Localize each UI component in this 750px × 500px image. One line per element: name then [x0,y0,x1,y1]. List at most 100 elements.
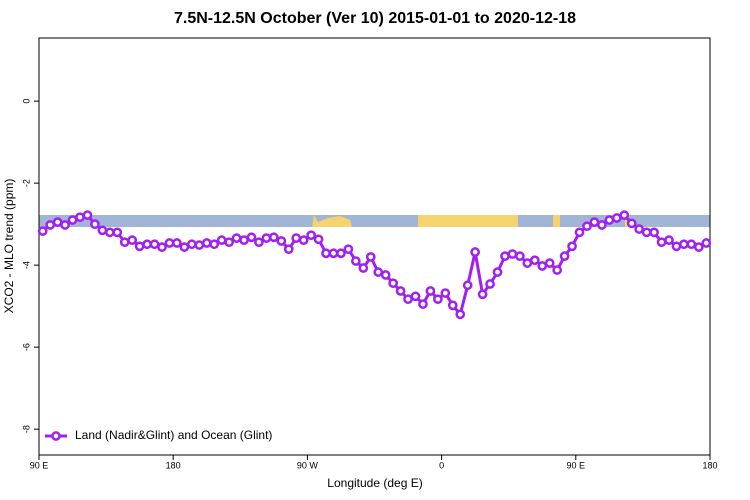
data-point [693,242,704,252]
x-tick-label: 90 E [567,460,586,470]
data-point [60,220,70,230]
data-point [410,291,421,302]
data-point [328,248,339,259]
data-point [537,261,548,271]
legend-item: Land (Nadir&Glint) and Ocean (Glint) [45,428,272,442]
data-point [343,244,354,255]
data-point [373,267,384,277]
data-point [306,230,316,241]
data-point [298,235,309,245]
data-point [492,267,503,277]
data-point [515,251,525,261]
y-tick-label: -6 [21,343,31,351]
x-axis-label: Longitude (deg E) [327,476,422,490]
data-point [97,225,108,236]
data-point [656,237,667,248]
data-point [239,235,249,245]
data-point [164,238,175,248]
data-point [634,224,645,234]
data-point [380,270,391,280]
data-point [67,215,78,225]
data-point [201,238,212,248]
data-point [604,215,615,225]
data-point [574,227,585,238]
data-point [500,251,510,261]
data-point [246,232,257,243]
y-axis-label: XCO2 - MLO trend (ppm) [2,179,16,314]
data-point [119,237,130,248]
data-point [455,309,466,320]
land-band [553,215,560,227]
data-point [149,239,160,250]
land-band [418,215,518,227]
data-point [134,241,145,252]
data-point [365,252,376,262]
data-point [104,227,115,238]
data-point [313,234,324,245]
data-point [82,210,93,220]
data-point [433,294,443,305]
data-point [418,299,428,309]
data-point [619,210,630,220]
data-point [254,237,264,248]
data-point [321,248,331,259]
data-point [395,286,406,296]
y-tick-label: -4 [21,261,31,269]
data-point [641,227,652,238]
data-point [283,244,294,255]
data-point [507,249,518,259]
ocean-band [39,215,710,227]
x-tick-label: 180 [166,460,181,470]
data-point [45,220,56,230]
data-point [597,220,607,230]
data-point [388,278,398,289]
data-point [179,242,190,252]
data-point [470,247,480,257]
data-point [291,233,302,243]
data-point [544,258,555,268]
data-point [649,227,659,238]
data-point [447,300,458,311]
x-tick-label: 90 W [297,460,319,470]
plot-frame [38,37,711,456]
data-point [336,248,346,259]
y-tick-label: -8 [21,425,31,433]
data-line [41,213,707,318]
data-point [611,213,622,223]
data-point [552,265,563,275]
data-point [671,241,682,252]
data-point [209,239,220,250]
data-point [269,232,279,243]
data-point [127,235,138,245]
data-point [157,242,167,252]
data-point [582,221,592,232]
data-point [52,217,63,227]
x-tick-label: 180 [702,460,717,470]
data-point [477,289,488,300]
data-point [276,236,287,246]
data-point [403,294,413,305]
data-point [194,240,205,250]
data-point [567,241,577,252]
data-point [626,218,637,229]
data-point [485,279,495,289]
legend-label: Land (Nadir&Glint) and Ocean (Glint) [75,428,272,442]
data-point [112,227,123,238]
data-point [90,219,100,230]
legend-marker [51,431,61,441]
data-point [216,235,227,245]
x-tick-label: 0 [439,460,444,470]
x-tick-label: 90 E [30,460,49,470]
chart-title: 7.5N-12.5N October (Ver 10) 2015-01-01 t… [174,10,576,27]
data-point [425,286,436,296]
y-tick-label: -2 [21,179,31,187]
y-tick-label: 0 [21,99,31,104]
data-point [172,238,182,248]
data-point [224,237,234,248]
data-point [701,238,712,248]
data-point [37,226,48,236]
data-point [440,288,451,298]
data-point [679,239,689,250]
data-point [664,235,674,245]
